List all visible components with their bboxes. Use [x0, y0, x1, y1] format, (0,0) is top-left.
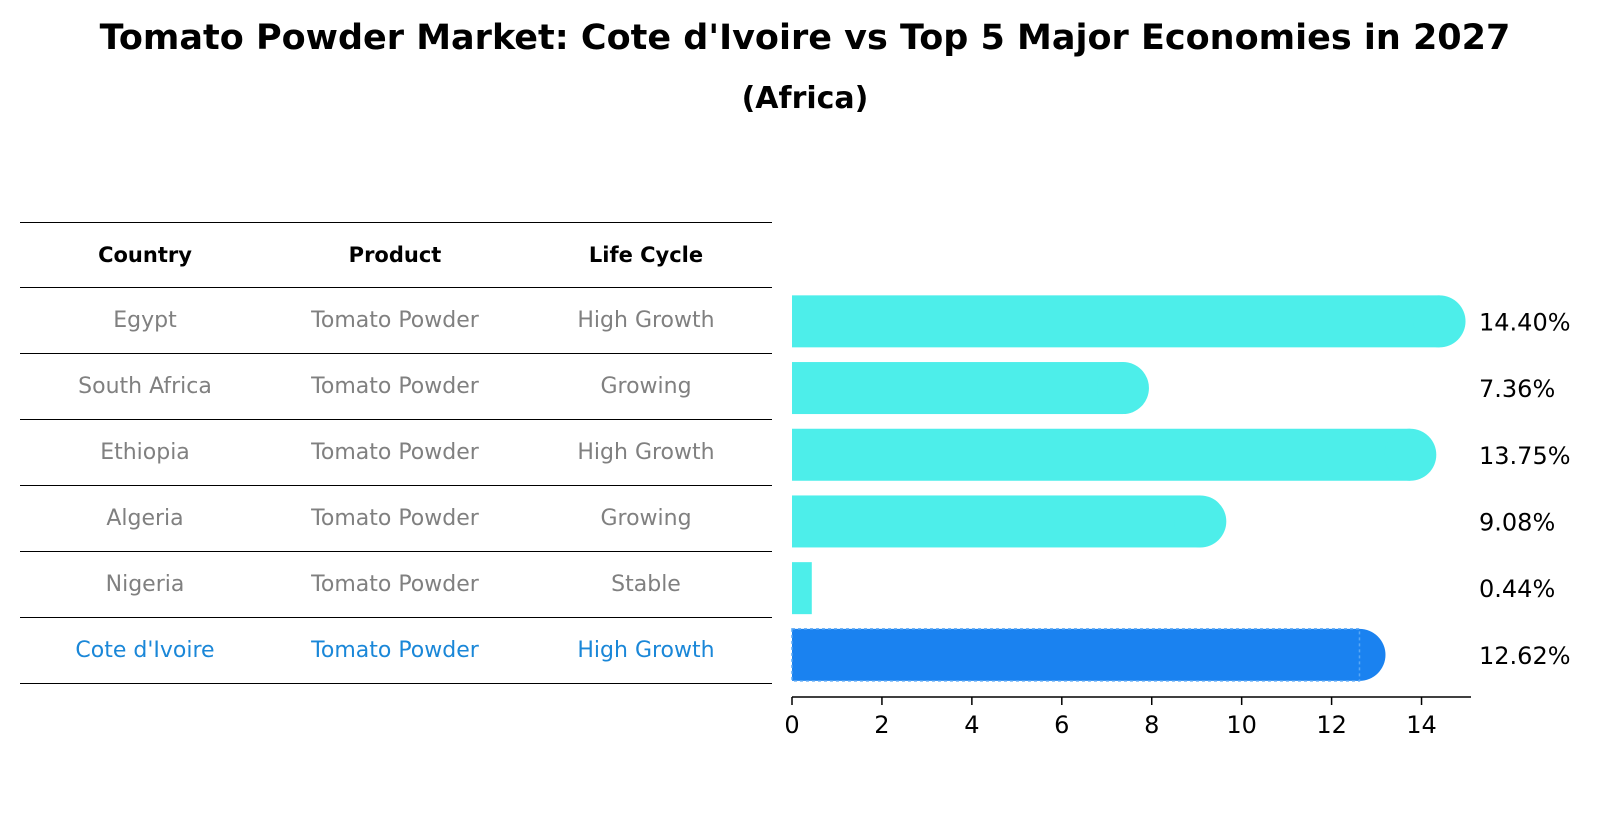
country-cell: Egypt [113, 308, 177, 333]
table-row-highlight: Cote d'Ivoire Tomato Powder High Growth [20, 618, 772, 684]
bar-body [792, 562, 812, 615]
bar-highlight [791, 628, 1386, 682]
bar-cap [1384, 428, 1437, 481]
product-cell: Tomato Powder [311, 506, 479, 531]
bar-value-label: 12.62% [1479, 642, 1571, 670]
chart-subtitle: (Africa) [741, 81, 869, 116]
x-tick-label: 4 [964, 711, 979, 739]
x-tick-label: 6 [1054, 711, 1069, 739]
bar-value-label: 7.36% [1479, 375, 1555, 403]
bar-value-label: 0.44% [1479, 575, 1555, 603]
bar [792, 495, 1227, 548]
bar [792, 562, 812, 615]
bar [792, 295, 1466, 348]
bar-body [792, 295, 1440, 348]
life-cycle-cell: Growing [600, 374, 692, 399]
country-cell: Nigeria [105, 572, 185, 597]
x-tick-label: 10 [1226, 711, 1257, 739]
x-tick-label: 12 [1316, 711, 1347, 739]
country-table: Country Product Life Cycle Egypt Tomato … [20, 222, 772, 684]
bar-value-label: 9.08% [1479, 508, 1555, 536]
bar-value-label: 14.40% [1479, 308, 1571, 336]
bar-body [792, 628, 1360, 681]
country-cell: Ethiopia [100, 440, 190, 465]
table-row: South Africa Tomato Powder Growing [20, 354, 772, 420]
product-cell: Tomato Powder [311, 638, 479, 663]
product-cell: Tomato Powder [311, 572, 479, 597]
life-cycle-cell: High Growth [577, 638, 715, 663]
x-tick-label: 8 [1144, 711, 1159, 739]
x-tick-label: 14 [1406, 711, 1437, 739]
bar-body [792, 495, 1201, 548]
chart-title: Tomato Powder Market: Cote d'Ivoire vs T… [99, 18, 1511, 58]
product-cell: Tomato Powder [311, 308, 479, 333]
bar-body [792, 362, 1123, 415]
bar-cap [1333, 628, 1386, 681]
life-cycle-cell: High Growth [577, 308, 715, 333]
header-country: Country [98, 243, 192, 267]
bar-value-label: 13.75% [1479, 442, 1571, 470]
header-life-cycle: Life Cycle [588, 243, 704, 267]
bar-cap [1413, 295, 1466, 348]
life-cycle-cell: Stable [611, 572, 681, 597]
life-cycle-cell: Growing [600, 506, 692, 531]
bar-body [792, 428, 1411, 481]
country-cell: Algeria [106, 506, 184, 531]
bar [792, 428, 1437, 481]
bar [792, 362, 1149, 415]
table-row: Nigeria Tomato Powder Stable [20, 552, 772, 618]
table-header-row: Country Product Life Cycle [20, 222, 772, 288]
product-cell: Tomato Powder [311, 374, 479, 399]
bar-highlight-outline [791, 628, 1361, 682]
country-cell: South Africa [78, 374, 212, 399]
table-row: Ethiopia Tomato Powder High Growth [20, 420, 772, 486]
life-cycle-cell: High Growth [577, 440, 715, 465]
table-row: Egypt Tomato Powder High Growth [20, 288, 772, 354]
x-tick-label: 2 [874, 711, 889, 739]
table-row: Algeria Tomato Powder Growing [20, 486, 772, 552]
bar-cap [1174, 495, 1227, 548]
header-product: Product [348, 243, 442, 267]
x-tick-label: 0 [784, 711, 799, 739]
bar-cap [1096, 362, 1149, 415]
country-cell: Cote d'Ivoire [75, 638, 215, 663]
product-cell: Tomato Powder [311, 440, 479, 465]
